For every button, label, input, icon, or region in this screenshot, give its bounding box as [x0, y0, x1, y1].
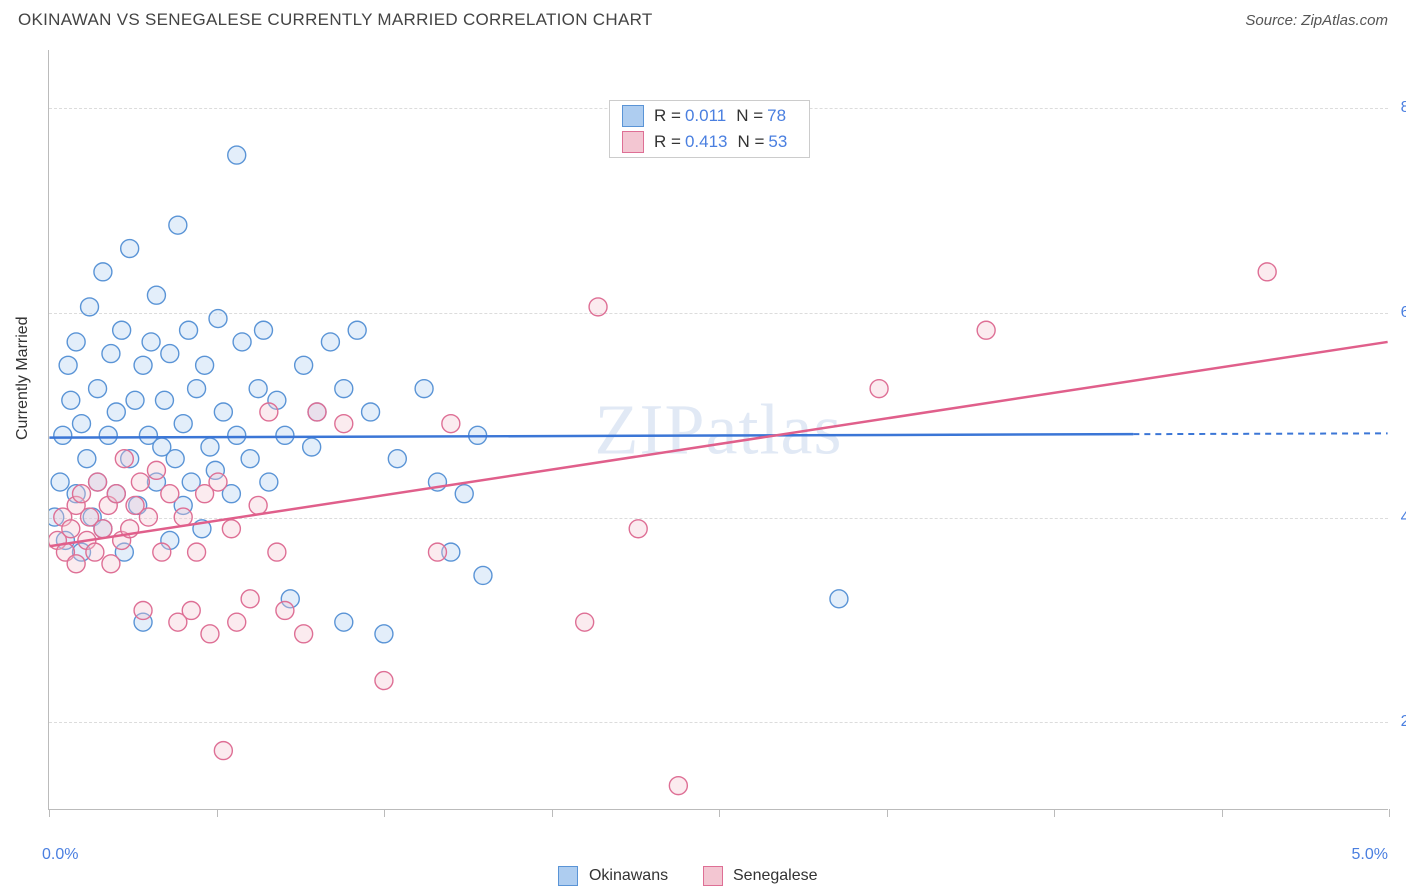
y-tick-label: 27.5% — [1394, 713, 1406, 731]
legend-label-okinawans: Okinawans — [589, 867, 668, 884]
correlation-legend: R = 0.011 N = 78 R = 0.413 N = 53 — [609, 100, 810, 158]
y-axis-label: Currently Married — [14, 316, 32, 440]
legend-label-senegalese: Senegalese — [733, 867, 818, 884]
source-attribution: Source: ZipAtlas.com — [1245, 12, 1388, 29]
y-tick-label: 45.0% — [1394, 509, 1406, 527]
plot-area: ZIPatlas R = 0.011 N = 78 R = 0.413 N = … — [48, 50, 1388, 810]
y-tick-label: 80.0% — [1394, 99, 1406, 117]
chart-title: OKINAWAN VS SENEGALESE CURRENTLY MARRIED… — [18, 10, 653, 30]
legend-row-okinawans: R = 0.011 N = 78 — [610, 103, 809, 129]
series-legend: Okinawans Senegalese — [0, 866, 1406, 886]
legend-swatch-senegalese — [622, 131, 644, 153]
legend-row-senegalese: R = 0.413 N = 53 — [610, 129, 809, 155]
legend-swatch-senegalese-bottom — [703, 866, 723, 886]
x-min-label: 0.0% — [42, 846, 78, 864]
trend-layer — [49, 50, 1388, 809]
legend-swatch-okinawans — [622, 105, 644, 127]
legend-swatch-okinawans-bottom — [558, 866, 578, 886]
y-tick-label: 62.5% — [1394, 304, 1406, 322]
x-max-label: 5.0% — [1352, 846, 1388, 864]
